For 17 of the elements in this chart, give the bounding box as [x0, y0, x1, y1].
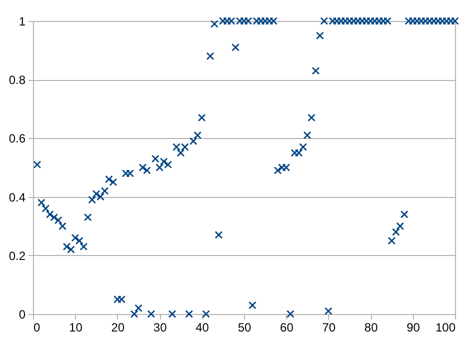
y-tick-label: 0	[18, 308, 26, 322]
y-tick-label: 0.8	[8, 73, 26, 88]
y-tick-label: 1	[18, 14, 26, 28]
x-tick-label: 0	[34, 320, 40, 334]
x-tick-label: 40	[196, 320, 210, 334]
x-tick-label: 70	[322, 320, 336, 334]
x-tick-label: 10	[69, 320, 83, 334]
x-tick-label: 50	[238, 320, 252, 334]
y-tick-label: 0.4	[8, 190, 26, 204]
x-tick-label: 90	[406, 320, 420, 334]
x-tick-label: 100	[435, 320, 456, 334]
y-tick-label: 0.6	[8, 132, 26, 146]
x-tick-label: 20	[111, 320, 125, 334]
x-tick-label: 60	[280, 320, 294, 334]
x-tick-label: 30	[153, 320, 168, 334]
y-tick-label: 0.2	[8, 248, 26, 263]
x-tick-label: 80	[364, 320, 378, 334]
